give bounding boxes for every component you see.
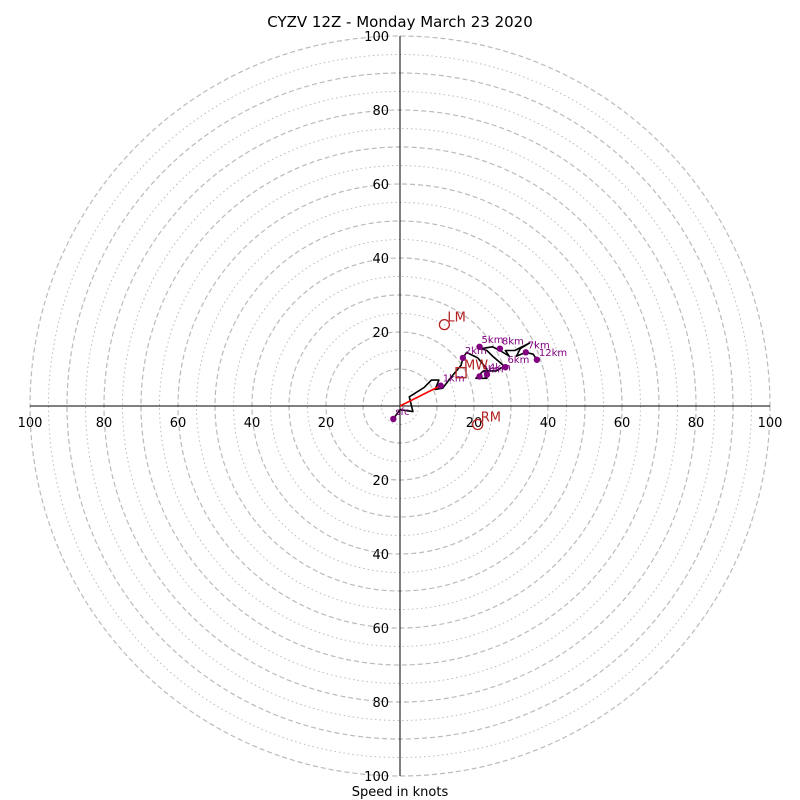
chart-title: CYZV 12Z - Monday March 23 2020 (267, 13, 533, 31)
low-level-segment (399, 384, 442, 407)
y-tick-label: 60 (372, 178, 389, 193)
x-tick-label: 80 (96, 416, 113, 431)
height-marker (496, 345, 504, 352)
y-tick-label: 60 (372, 622, 389, 637)
x-tick-label: 60 (170, 416, 187, 431)
y-tick-label: 20 (372, 474, 389, 489)
x-tick-label: 20 (318, 416, 335, 431)
y-tick-label: 80 (372, 104, 389, 119)
mean-wind-marker (455, 367, 467, 379)
height-marker-label: 2km (465, 346, 487, 357)
height-marker (476, 373, 483, 380)
storm-motion-label: RM (481, 411, 501, 426)
height-marker (476, 343, 483, 350)
y-tick-label: 100 (364, 30, 389, 45)
height-marker (483, 371, 491, 378)
storm-motion-marker (472, 418, 484, 431)
height-marker (502, 363, 509, 371)
height-marker-label: 12km (539, 348, 567, 359)
tick-labels: 1001008080606040402020202040406060808010… (18, 30, 783, 785)
height-marker-label: 8km (502, 337, 524, 348)
x-tick-label: 100 (18, 416, 43, 431)
y-tick-label: 40 (372, 252, 389, 267)
y-tick-label: 40 (372, 548, 389, 563)
height-marker (437, 382, 444, 389)
storm-motion-markers: LM RM MW (438, 311, 501, 431)
x-tick-label: 60 (614, 416, 631, 431)
height-marker-label: sfc (395, 407, 409, 418)
x-tick-label: 100 (758, 416, 783, 431)
height-marker (522, 349, 529, 356)
storm-motion-label: MW (464, 359, 488, 374)
x-tick-label: 40 (540, 416, 557, 431)
y-tick-label: 100 (364, 770, 389, 785)
y-tick-label: 20 (372, 326, 389, 341)
x-tick-label: 80 (688, 416, 705, 431)
x-axis-label: Speed in knots (352, 785, 449, 800)
height-marker (533, 356, 541, 363)
height-marker-label: 6km (507, 355, 529, 366)
height-marker-label: 5km (482, 335, 504, 346)
height-marker-label: 3km (482, 364, 504, 375)
y-tick-label: 80 (372, 696, 389, 711)
height-marker (459, 354, 467, 362)
height-marker (390, 415, 397, 423)
storm-motion-marker (438, 318, 451, 331)
x-tick-label: 40 (244, 416, 261, 431)
height-marker-label: 1km (443, 374, 465, 385)
height-marker-label: 7km (528, 340, 550, 351)
storm-motion-label: LM (447, 311, 465, 326)
height-marker-label: 4km (489, 363, 511, 374)
